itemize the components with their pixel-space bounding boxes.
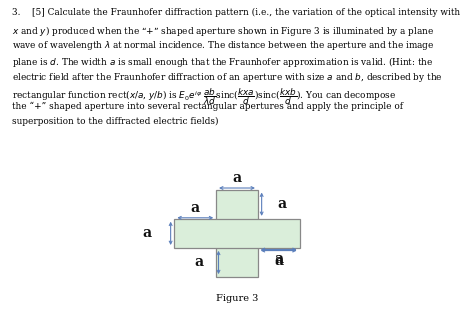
Bar [174, 219, 300, 248]
Text: plane is $d$. The width $a$ is small enough that the Fraunhofer approximation is: plane is $d$. The width $a$ is small eno… [12, 55, 433, 69]
Text: a: a [277, 197, 286, 211]
Bar [216, 190, 258, 277]
Text: $x$ and $y$) produced when the “+” shaped aperture shown in Figure 3 is illumina: $x$ and $y$) produced when the “+” shape… [12, 24, 434, 38]
Text: Figure 3: Figure 3 [216, 294, 258, 303]
Text: 3.    [5] Calculate the Fraunhofer diffraction pattern (i.e., the variation of t: 3. [5] Calculate the Fraunhofer diffract… [12, 8, 460, 18]
Text: wave of wavelength $\lambda$ at normal incidence. The distance between the apert: wave of wavelength $\lambda$ at normal i… [12, 39, 434, 52]
Text: a: a [232, 171, 242, 185]
Text: a: a [274, 252, 283, 266]
Text: electric field after the Fraunhofer diffraction of an aperture with size $a$ and: electric field after the Fraunhofer diff… [12, 71, 443, 83]
Text: a: a [191, 201, 200, 215]
Text: superposition to the diffracted electric fields): superposition to the diffracted electric… [12, 117, 219, 126]
Text: a: a [194, 256, 203, 269]
Text: a: a [142, 226, 152, 240]
Text: a: a [274, 255, 283, 268]
Text: rectangular function rect($x/a$, $y/b$) is $E_0 e^{i\varphi}\ \dfrac{ab}{\lambda: rectangular function rect($x/a$, $y/b$) … [12, 86, 396, 107]
Text: the “+” shaped aperture into several rectangular apertures and apply the princip: the “+” shaped aperture into several rec… [12, 102, 403, 111]
